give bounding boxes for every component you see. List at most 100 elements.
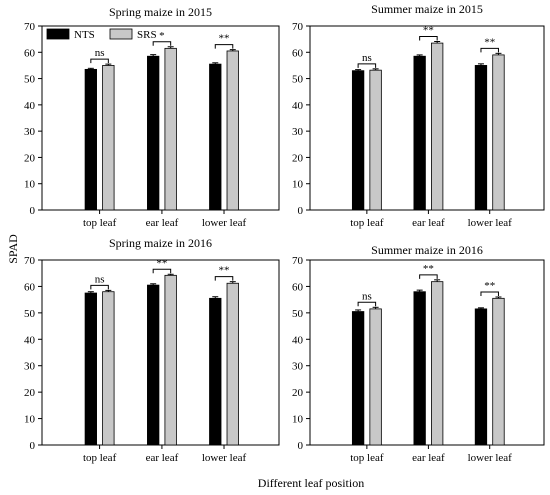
bar-nts [84, 68, 97, 211]
y-tick-label: 20 [292, 152, 304, 164]
x-tick-label: ear leaf [412, 217, 445, 229]
y-tick-label: 70 [24, 21, 36, 33]
x-tick-label: top leaf [83, 452, 117, 464]
significance-bracket [214, 44, 234, 49]
x-tick-label: ear leaf [146, 217, 179, 229]
y-tick-label: 20 [24, 152, 36, 164]
significance-label: ns [362, 52, 372, 64]
significance-bracket [357, 301, 377, 307]
chart-panel-4: Summer maize in 2016 0 10 20 30 40 50 60 70 top l… [292, 243, 545, 464]
plot-frame [309, 25, 545, 211]
y-tick-label: 70 [24, 255, 36, 267]
bar-srs [164, 274, 177, 446]
significance-label: ** [423, 25, 434, 37]
x-tick-label: ear leaf [146, 452, 179, 464]
y-tick-label: 10 [292, 414, 304, 426]
bar-srs [226, 282, 239, 446]
y-tick-label: 60 [292, 47, 304, 59]
legend-label-nts: NTS [74, 29, 95, 41]
bar-nts [84, 292, 97, 446]
significance-label: ** [156, 257, 167, 269]
legend: NTS SRS [46, 28, 157, 41]
y-tick-label: 70 [292, 21, 304, 33]
x-axis-label: Different leaf position [258, 476, 364, 490]
panel-title: Summer maize in 2016 [371, 243, 483, 257]
bar-nts [413, 55, 426, 211]
y-tick-label: 20 [292, 387, 304, 399]
bar-nts [147, 55, 160, 211]
bar-srs [431, 281, 444, 446]
significance-bracket [152, 268, 172, 274]
significance-bracket [214, 276, 234, 281]
chart-panel-2: Summer maize in 2015 0 10 20 30 40 50 60 70 top l… [292, 2, 545, 229]
significance-label: ** [423, 263, 434, 275]
x-tick-label: lower leaf [202, 217, 247, 229]
significance-label: ** [484, 36, 495, 48]
y-tick-label: 60 [24, 47, 36, 59]
panel-title: Spring maize in 2015 [109, 5, 212, 19]
y-tick-label: 50 [292, 74, 304, 86]
legend-swatch-nts [46, 28, 70, 40]
bar-srs [431, 42, 444, 211]
legend-label-srs: SRS [137, 29, 157, 41]
significance-label: ns [362, 290, 372, 302]
x-tick-label: lower leaf [468, 217, 513, 229]
significance-bracket [90, 58, 109, 64]
bar-srs [164, 47, 177, 211]
plot-frame [41, 25, 280, 211]
y-tick-label: 0 [30, 205, 36, 217]
bar-srs [369, 308, 382, 446]
significance-bracket [357, 63, 377, 68]
chart-panels: Spring maize in 2015 0 10 20 30 40 50 60 70 top l… [24, 2, 545, 464]
y-tick-label: 30 [292, 361, 304, 373]
significance-label: ** [219, 33, 230, 45]
x-tick-label: top leaf [83, 217, 117, 229]
plot-frame [41, 259, 280, 446]
panel-title: Spring maize in 2016 [109, 236, 212, 250]
bar-nts [351, 311, 365, 446]
bar-srs [492, 297, 505, 446]
x-tick-label: lower leaf [202, 452, 247, 464]
y-tick-label: 10 [24, 179, 36, 191]
significance-bracket [90, 284, 109, 290]
y-tick-label: 20 [24, 387, 36, 399]
y-tick-label: 40 [292, 334, 304, 346]
bar-nts [209, 297, 222, 446]
bar-nts [147, 284, 160, 446]
chart-panel-3: Spring maize in 2016 0 10 20 30 40 50 60 70 top l… [24, 236, 280, 464]
panel-title: Summer maize in 2015 [371, 2, 483, 16]
bar-nts [351, 70, 365, 211]
bar-srs [102, 291, 115, 446]
y-tick-label: 30 [24, 361, 36, 373]
y-tick-label: 0 [30, 440, 36, 452]
y-tick-label: 50 [292, 308, 304, 320]
y-tick-label: 70 [292, 255, 304, 267]
significance-bracket [419, 36, 438, 41]
y-tick-label: 10 [24, 414, 36, 426]
y-tick-label: 0 [298, 205, 304, 217]
y-tick-label: 30 [24, 126, 36, 138]
y-tick-label: 10 [292, 179, 304, 191]
bar-nts [413, 291, 426, 446]
bar-srs [369, 69, 382, 211]
y-tick-label: 60 [292, 281, 304, 293]
chart-panel-1: Spring maize in 2015 0 10 20 30 40 50 60 70 top l… [24, 5, 280, 229]
bar-nts [209, 63, 222, 211]
y-tick-label: 40 [24, 100, 36, 112]
y-tick-label: 50 [24, 308, 36, 320]
bar-srs [492, 54, 505, 211]
significance-label: ns [95, 273, 105, 285]
significance-label: ** [219, 265, 230, 277]
significance-bracket [419, 274, 438, 279]
y-tick-label: 50 [24, 74, 36, 86]
x-tick-label: top leaf [350, 452, 384, 464]
bar-nts [474, 308, 488, 446]
plot-frame [309, 259, 545, 446]
bar-srs [102, 65, 115, 211]
significance-bracket [152, 41, 172, 46]
y-tick-label: 30 [292, 126, 304, 138]
y-tick-label: 60 [24, 281, 36, 293]
bar-nts [474, 65, 488, 211]
x-tick-label: lower leaf [468, 452, 513, 464]
x-tick-label: ear leaf [412, 452, 445, 464]
